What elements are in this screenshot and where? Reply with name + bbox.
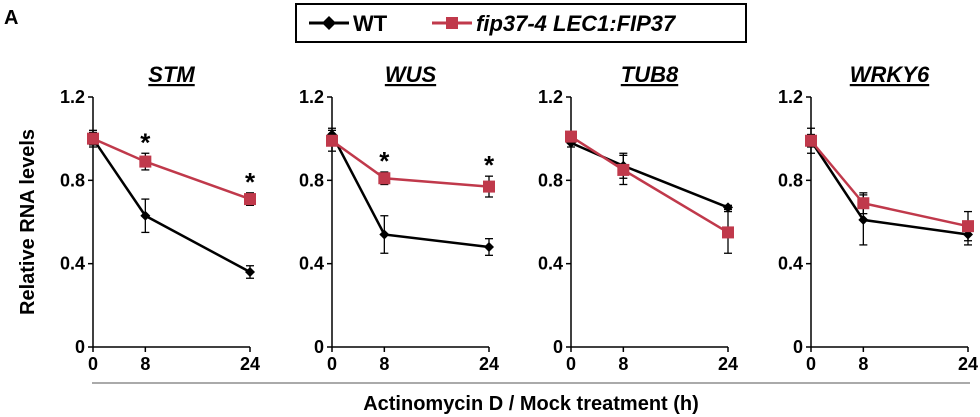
data-point bbox=[723, 202, 733, 213]
x-tick-label: 8 bbox=[858, 354, 868, 374]
y-tick-label: 0.4 bbox=[299, 254, 324, 274]
y-tick-label: 0.8 bbox=[60, 170, 85, 190]
chart-title: WRKY6 bbox=[850, 62, 930, 87]
series-line bbox=[810, 139, 969, 228]
y-tick-label: 0.8 bbox=[778, 170, 803, 190]
chart-title: WUS bbox=[385, 62, 437, 87]
y-tick-label: 0 bbox=[553, 337, 563, 357]
x-tick-label: 0 bbox=[566, 354, 576, 374]
chart-panels: STM 0 0.4 0.8 1.2 0 8 24 * * WUS 0 0.4 0.8 1.2 0 8 24 * * TU… bbox=[60, 62, 978, 374]
y-tick-label: 1.2 bbox=[60, 87, 85, 107]
y-tick-label: 0.4 bbox=[538, 254, 563, 274]
chart-panel: WUS 0 0.4 0.8 1.2 0 8 24 * * bbox=[299, 62, 499, 374]
x-tick-label: 0 bbox=[327, 354, 337, 374]
y-tick-label: 0.4 bbox=[778, 254, 803, 274]
y-tick-label: 0.4 bbox=[60, 254, 85, 274]
chart-title: STM bbox=[148, 62, 195, 87]
significance-marker: * bbox=[140, 127, 151, 157]
data-point bbox=[484, 242, 494, 252]
x-tick-label: 0 bbox=[88, 354, 98, 374]
data-point bbox=[139, 155, 152, 168]
data-point bbox=[140, 210, 151, 221]
y-tick-label: 0.8 bbox=[299, 170, 324, 190]
data-point bbox=[378, 172, 391, 185]
data-point bbox=[722, 226, 734, 239]
x-tick-label: 24 bbox=[718, 354, 738, 374]
data-point bbox=[565, 130, 577, 143]
y-tick-label: 1.2 bbox=[538, 87, 563, 107]
significance-marker: * bbox=[379, 146, 390, 176]
data-point bbox=[245, 267, 255, 277]
chart-panel: WRKY6 0 0.4 0.8 1.2 0 8 24 bbox=[778, 62, 978, 374]
x-tick-label: 8 bbox=[140, 354, 150, 374]
x-tick-label: 24 bbox=[479, 354, 499, 374]
y-tick-label: 0 bbox=[75, 337, 85, 357]
y-axis-label: Relative RNA levels bbox=[17, 129, 39, 315]
series-line bbox=[92, 137, 251, 201]
y-tick-label: 1.2 bbox=[778, 87, 803, 107]
series-line bbox=[91, 137, 251, 274]
series-line bbox=[570, 135, 729, 234]
x-tick-label: 0 bbox=[806, 354, 816, 374]
data-point bbox=[858, 214, 869, 225]
x-tick-label: 8 bbox=[618, 354, 628, 374]
legend-wt-label: WT bbox=[353, 11, 388, 36]
x-tick-label: 24 bbox=[958, 354, 978, 374]
significance-marker: * bbox=[484, 150, 495, 180]
data-point bbox=[857, 197, 870, 210]
x-axis-label: Actinomycin D / Mock treatment (h) bbox=[363, 393, 699, 415]
legend-wt-marker bbox=[322, 16, 336, 30]
data-point bbox=[244, 193, 256, 206]
data-point bbox=[87, 132, 99, 145]
chart-panel: TUB8 0 0.4 0.8 1.2 0 8 24 bbox=[538, 62, 738, 374]
series-line bbox=[330, 133, 490, 249]
legend: WT fip37-4 LEC1:FIP37 bbox=[295, 3, 747, 43]
data-point bbox=[617, 163, 630, 176]
panel-label: A bbox=[4, 7, 18, 29]
legend-fip-marker bbox=[446, 17, 458, 29]
y-tick-label: 0 bbox=[793, 337, 803, 357]
y-tick-label: 0 bbox=[314, 337, 324, 357]
data-point bbox=[326, 134, 338, 147]
y-tick-label: 0.8 bbox=[538, 170, 563, 190]
significance-marker: * bbox=[245, 167, 256, 197]
data-point bbox=[805, 134, 817, 147]
x-tick-label: 24 bbox=[240, 354, 260, 374]
legend-fip-label: fip37-4 LEC1:FIP37 bbox=[476, 11, 677, 36]
legend-box bbox=[295, 3, 747, 43]
chart-title: TUB8 bbox=[621, 62, 679, 87]
x-tick-label: 8 bbox=[379, 354, 389, 374]
y-tick-label: 1.2 bbox=[299, 87, 324, 107]
data-point bbox=[962, 220, 974, 233]
chart-panel: STM 0 0.4 0.8 1.2 0 8 24 * * bbox=[60, 62, 260, 374]
data-point bbox=[379, 229, 390, 240]
data-point bbox=[483, 180, 495, 193]
